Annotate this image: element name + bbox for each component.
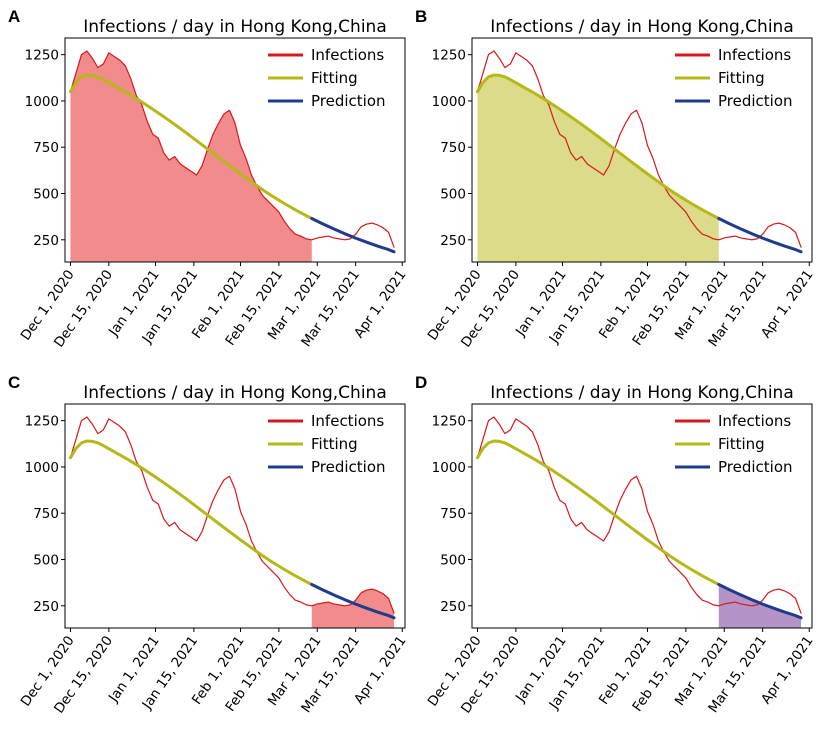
y-tick-label: 250	[440, 599, 466, 615]
infections-line	[69, 416, 395, 614]
y-tick-label: 250	[33, 599, 59, 615]
panel-b: B Infections / day in Hong Kong,China 250 5…	[415, 7, 817, 350]
panel-a: A Infections / day in Hong Kong,China 250 5…	[8, 7, 410, 350]
y-tick-label: 1000	[25, 94, 59, 110]
y-tick-label: 1250	[432, 414, 466, 430]
legend-fitting-label: Fitting	[718, 435, 765, 453]
prediction-line	[717, 217, 803, 254]
legend-fitting-label: Fitting	[311, 435, 358, 453]
legend-infections-label: Infections	[718, 412, 791, 430]
y-tick-label: 500	[440, 553, 466, 569]
plot-frame	[64, 37, 406, 263]
chart-title: Infections / day in Hong Kong,China	[83, 383, 387, 403]
legend-prediction-label: Prediction	[311, 92, 386, 110]
y-tick-label: 500	[440, 187, 466, 203]
shaded-area	[70, 50, 312, 263]
plot-frame	[64, 403, 406, 629]
legend-prediction-label: Prediction	[718, 458, 793, 476]
y-tick-label: 750	[33, 506, 59, 522]
panel-label: C	[8, 373, 20, 392]
y-tick-label: 750	[440, 506, 466, 522]
legend-infections-label: Infections	[718, 46, 791, 64]
legend-fitting-label: Fitting	[718, 69, 765, 87]
chart-title: Infections / day in Hong Kong,China	[490, 383, 794, 403]
prediction-line	[717, 583, 803, 620]
y-tick-label: 250	[33, 233, 59, 249]
chart-title: Infections / day in Hong Kong,China	[490, 17, 794, 37]
y-tick-label: 250	[440, 233, 466, 249]
y-tick-label: 1000	[432, 460, 466, 476]
panel-label: A	[8, 7, 20, 26]
y-tick-label: 750	[440, 140, 466, 156]
prediction-line	[310, 583, 396, 620]
y-tick-label: 1000	[25, 460, 59, 476]
plot-frame	[471, 403, 813, 629]
fitting-line	[68, 439, 314, 586]
panel-label: D	[415, 373, 427, 392]
y-tick-label: 1250	[25, 48, 59, 64]
chart-title: Infections / day in Hong Kong,China	[83, 17, 387, 37]
panel-d: D Infections / day in Hong Kong,China 250 5…	[415, 373, 817, 716]
plot-frame	[471, 37, 813, 263]
y-tick-label: 500	[33, 553, 59, 569]
shaded-area	[311, 589, 395, 628]
infections-line	[69, 50, 395, 248]
fitting-line	[475, 439, 721, 586]
y-tick-label: 1250	[432, 48, 466, 64]
y-tick-label: 500	[33, 187, 59, 203]
y-tick-label: 1250	[25, 414, 59, 430]
panel-c: C Infections / day in Hong Kong,China 250 5…	[8, 373, 410, 716]
panel-label: B	[415, 7, 427, 26]
legend-infections-label: Infections	[311, 412, 384, 430]
fitting-line	[68, 73, 314, 220]
shaded-area	[477, 75, 719, 263]
infections-line	[476, 50, 802, 248]
legend-prediction-label: Prediction	[718, 92, 793, 110]
prediction-line	[310, 217, 396, 254]
legend-infections-label: Infections	[311, 46, 384, 64]
y-tick-label: 1000	[432, 94, 466, 110]
fitting-line	[475, 73, 721, 220]
legend-fitting-label: Fitting	[311, 69, 358, 87]
infections-line	[476, 416, 802, 614]
y-tick-label: 750	[33, 140, 59, 156]
legend-prediction-label: Prediction	[311, 458, 386, 476]
